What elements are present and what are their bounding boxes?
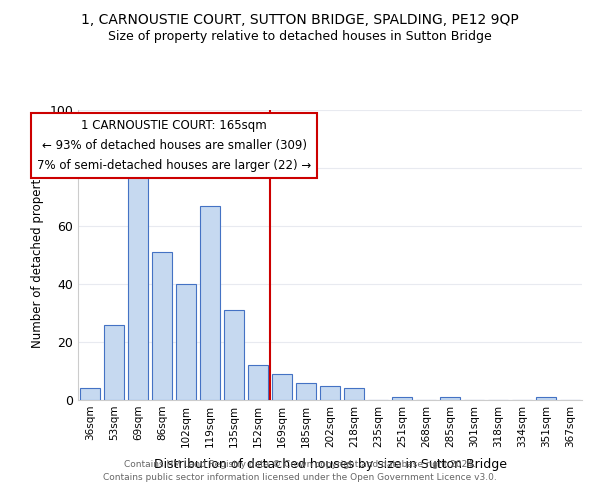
Bar (152, 252, 172, 400)
Bar (248, 365, 268, 400)
Bar (536, 397, 556, 400)
Bar (104, 324, 124, 400)
Text: 1, CARNOUSTIE COURT, SUTTON BRIDGE, SPALDING, PE12 9QP: 1, CARNOUSTIE COURT, SUTTON BRIDGE, SPAL… (81, 12, 519, 26)
Bar (224, 310, 244, 400)
Y-axis label: Number of detached properties: Number of detached properties (31, 162, 44, 348)
Bar (176, 284, 196, 400)
Text: Size of property relative to detached houses in Sutton Bridge: Size of property relative to detached ho… (108, 30, 492, 43)
Bar (344, 388, 364, 400)
Bar (200, 206, 220, 400)
Bar (296, 382, 316, 400)
Text: 1 CARNOUSTIE COURT: 165sqm
← 93% of detached houses are smaller (309)
7% of semi: 1 CARNOUSTIE COURT: 165sqm ← 93% of deta… (37, 118, 311, 172)
Bar (392, 397, 412, 400)
Bar (128, 156, 148, 400)
Bar (320, 386, 340, 400)
Text: Contains HM Land Registry data © Crown copyright and database right 2024.
Contai: Contains HM Land Registry data © Crown c… (103, 460, 497, 482)
X-axis label: Distribution of detached houses by size in Sutton Bridge: Distribution of detached houses by size … (154, 458, 506, 471)
Bar (440, 397, 460, 400)
Bar (272, 374, 292, 400)
Bar (80, 388, 100, 400)
